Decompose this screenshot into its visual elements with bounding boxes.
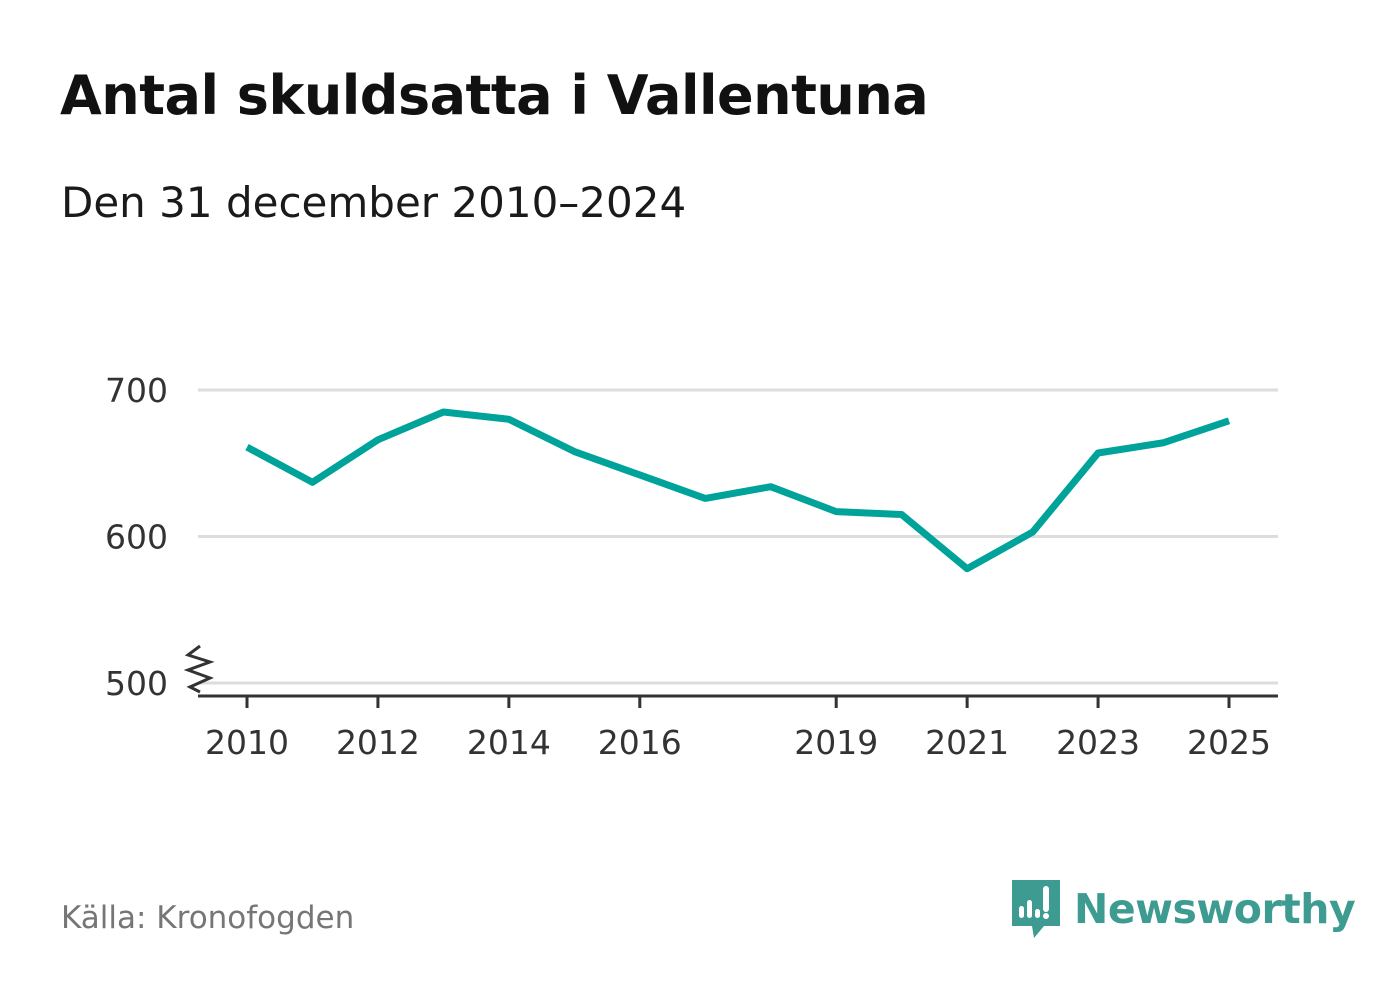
x-tick-label: 2025 — [1187, 723, 1271, 762]
x-tick-label: 2021 — [925, 723, 1009, 762]
series — [245, 408, 1231, 573]
y-tick-label: 500 — [105, 664, 168, 703]
chart-subtitle: Den 31 december 2010–2024 — [61, 178, 687, 227]
gridlines — [198, 388, 1278, 685]
x-tick-label: 2014 — [467, 723, 551, 762]
y-axis: 500 600 700 — [105, 371, 168, 703]
y-tick-label: 700 — [105, 371, 168, 410]
x-tick-label: 2010 — [205, 723, 289, 762]
bar-chart-speech-bubble-icon — [1012, 880, 1060, 938]
x-tick-label: 2023 — [1056, 723, 1140, 762]
source-note: Källa: Kronofogden — [61, 900, 355, 936]
newsworthy-logo: Newsworthy — [1010, 878, 1356, 940]
x-axis — [183, 644, 1278, 708]
chart-title: Antal skuldsatta i Vallentuna — [60, 64, 929, 127]
series-line — [245, 408, 1231, 573]
x-tick-label: 2019 — [794, 723, 878, 762]
x-tick-labels: 2010 2012 2014 2016 2019 2021 2023 2025 — [205, 723, 1271, 762]
x-tick-label: 2016 — [598, 723, 682, 762]
brand-name: Newsworthy — [1074, 885, 1356, 933]
axis-break-icon — [183, 644, 215, 694]
y-tick-label: 600 — [105, 518, 168, 557]
x-tick-label: 2012 — [336, 723, 420, 762]
